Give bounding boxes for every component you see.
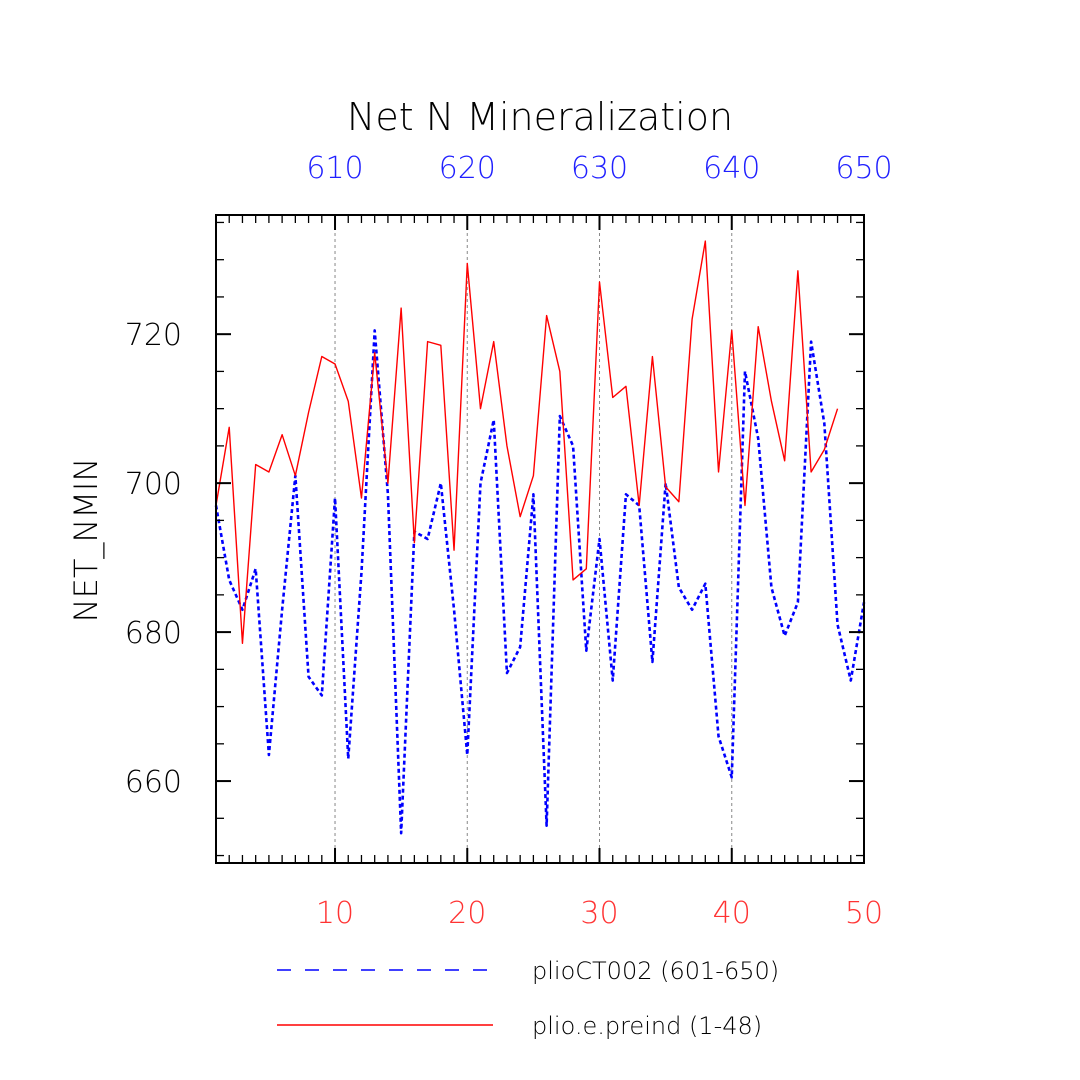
axes: 10 20 30 40 50 610 620 630 640 650 660 680 700 720 bbox=[125, 151, 893, 931]
legend-label-2: plio.e.preind (1-48) bbox=[532, 1012, 762, 1040]
y-axis-tick-label: 720 bbox=[125, 318, 182, 353]
top-axis-tick-label: 630 bbox=[571, 151, 628, 186]
plot-frame bbox=[215, 214, 865, 864]
legend: plioCT002 (601-650) plio.e.preind (1-48) bbox=[277, 957, 779, 1040]
y-axis-tick-label: 680 bbox=[125, 616, 182, 651]
top-axis-tick-label: 620 bbox=[439, 151, 496, 186]
series-line-2 bbox=[215, 240, 839, 644]
top-axis-tick-label: 610 bbox=[306, 151, 363, 186]
y-axis-label: NET_NMIN bbox=[67, 458, 105, 623]
legend-label-1: plioCT002 (601-650) bbox=[532, 957, 779, 985]
bottom-axis-tick-label: 50 bbox=[845, 896, 883, 931]
y-axis-tick-label: 700 bbox=[125, 467, 182, 502]
y-axis-tick-label: 660 bbox=[125, 765, 182, 800]
top-axis-tick-label: 650 bbox=[835, 151, 892, 186]
top-axis-tick-label: 640 bbox=[703, 151, 760, 186]
series-line-1 bbox=[214, 329, 866, 835]
bottom-axis-tick-label: 30 bbox=[580, 896, 618, 931]
bottom-axis-tick-label: 40 bbox=[713, 896, 751, 931]
series-layer bbox=[214, 240, 866, 835]
chart-title: Net N Mineralization bbox=[347, 95, 733, 139]
bottom-axis-tick-label: 10 bbox=[316, 896, 354, 931]
grid-lines bbox=[334, 215, 733, 863]
bottom-axis-tick-label: 20 bbox=[448, 896, 486, 931]
